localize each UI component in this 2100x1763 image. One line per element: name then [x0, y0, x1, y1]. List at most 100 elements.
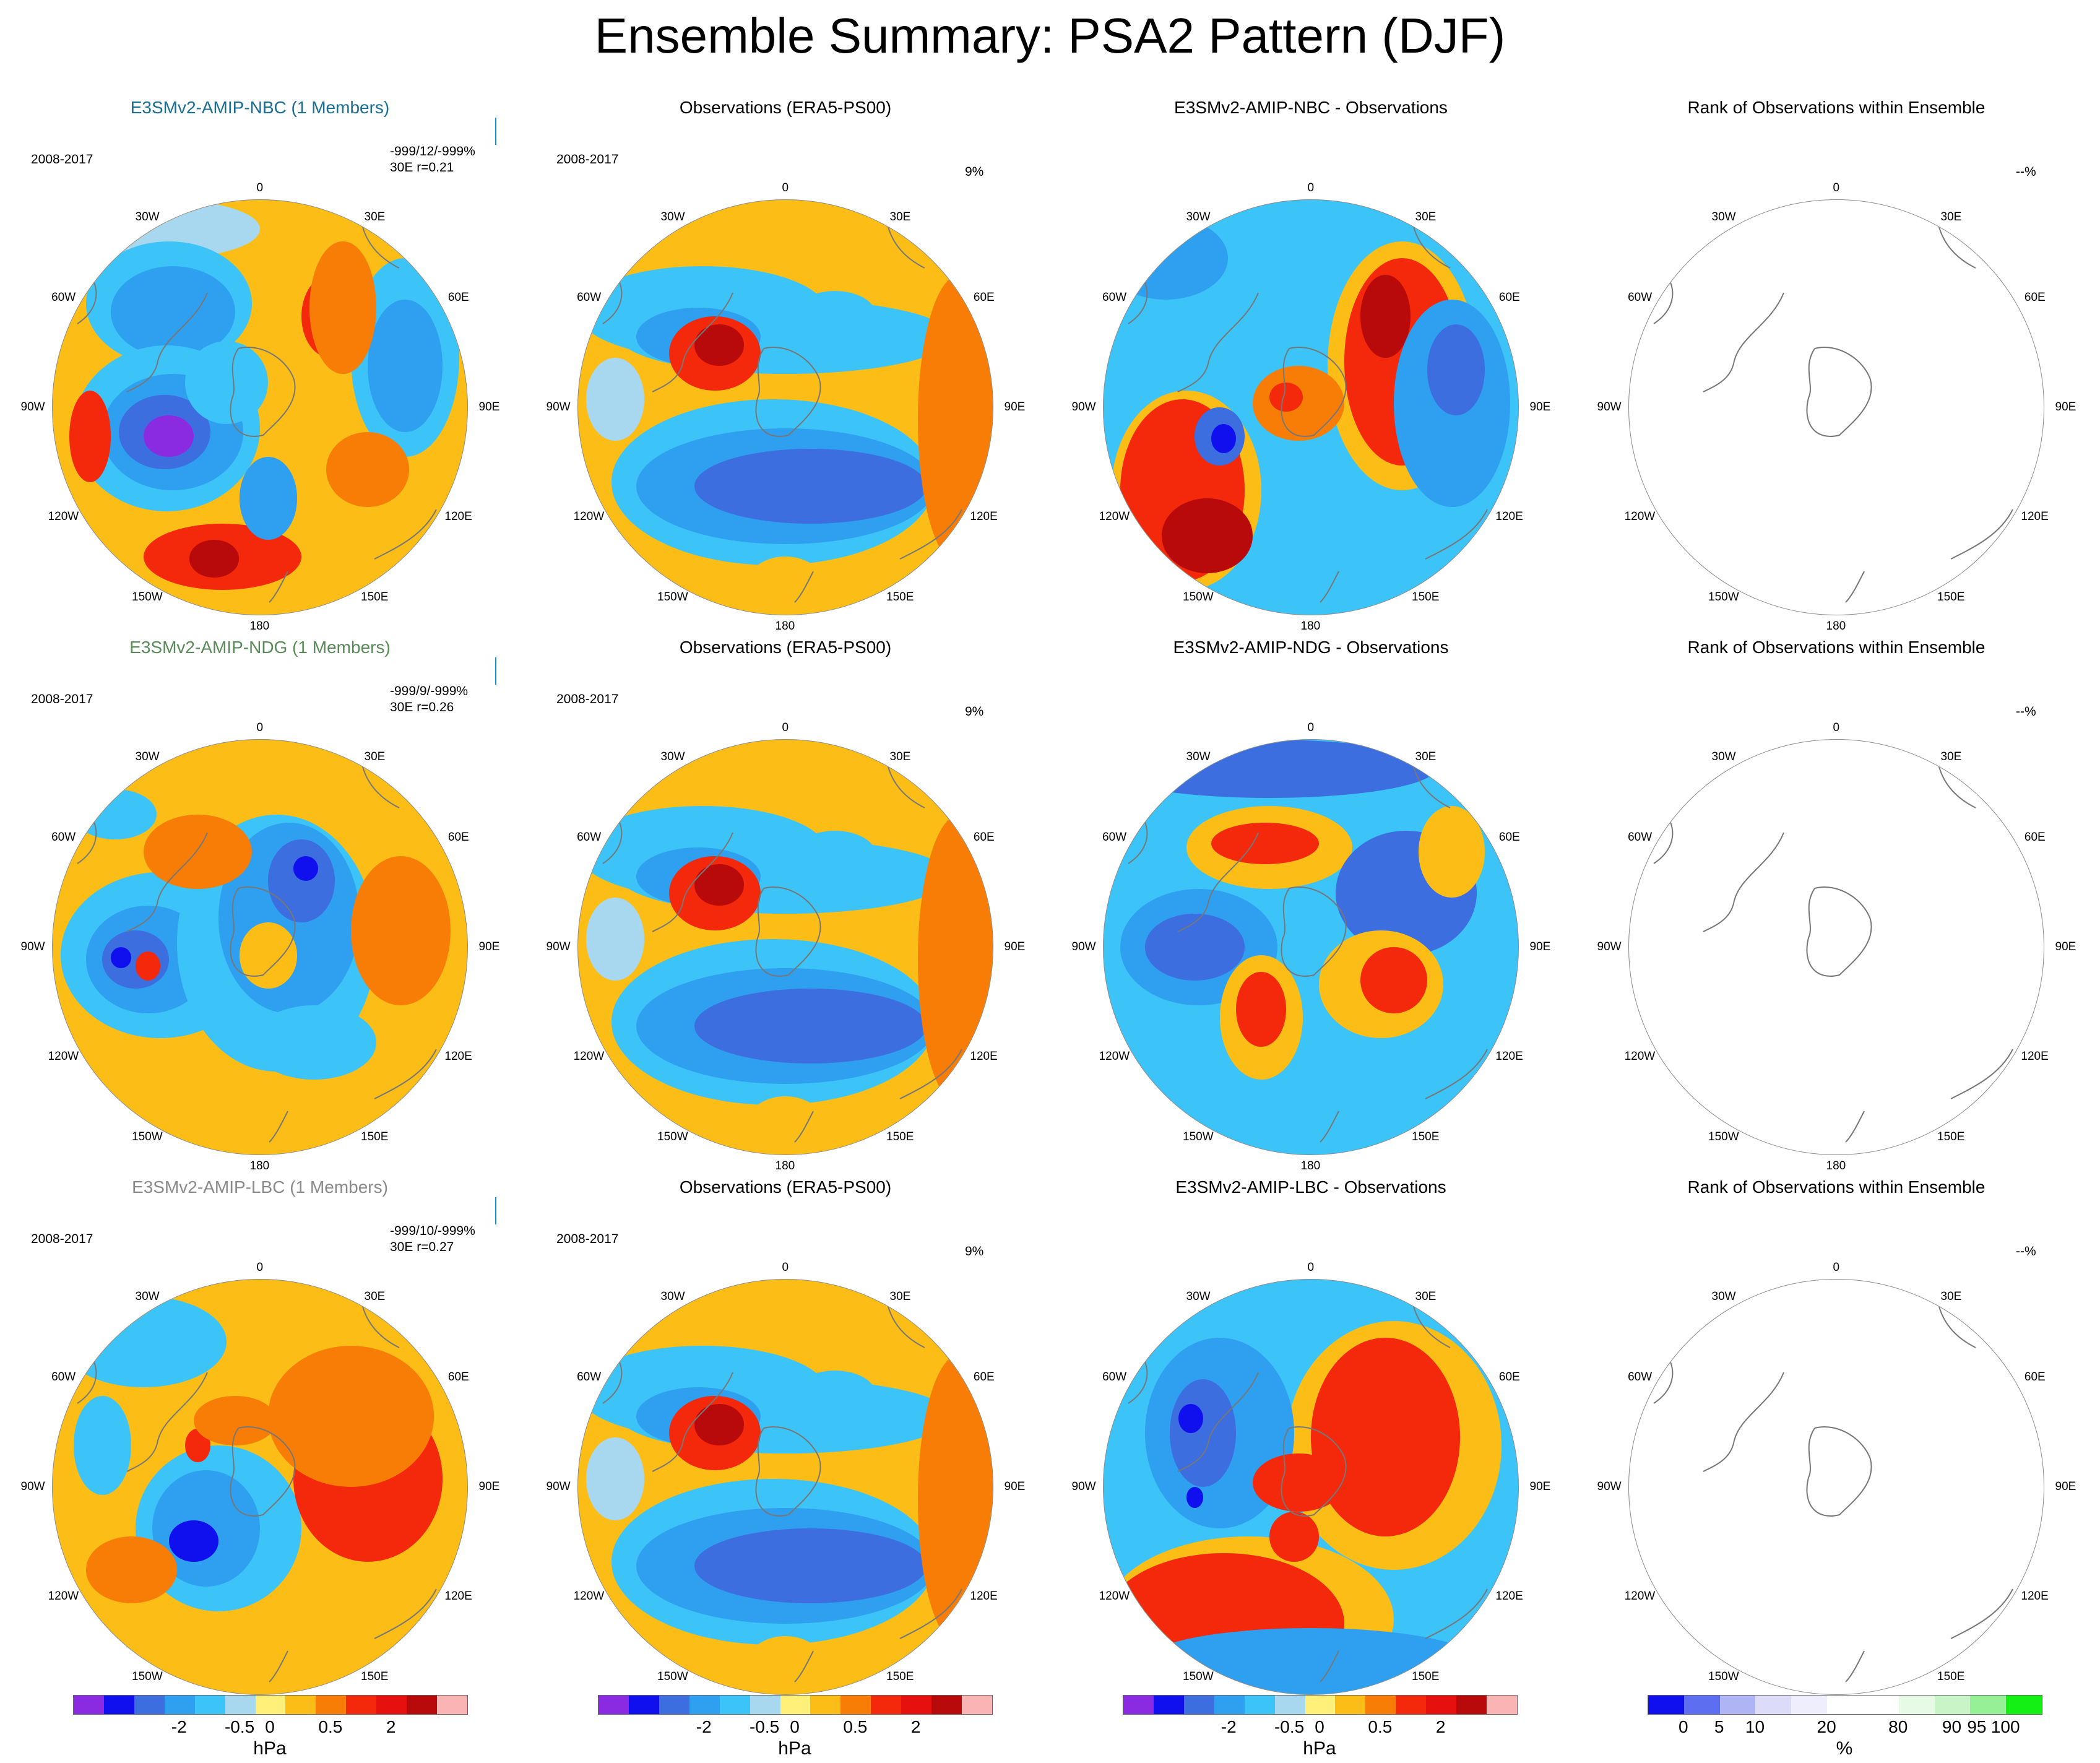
colorbar-swatch	[1153, 1696, 1184, 1714]
correlation-value: 30E r=0.21	[390, 160, 454, 175]
colorbar-swatch	[74, 1696, 104, 1714]
lon-label-60w: 60W	[51, 831, 76, 844]
lon-label-120w: 120W	[573, 1590, 605, 1603]
contour-region	[69, 391, 111, 482]
colorbar-tick-label: 100	[1990, 1717, 2020, 1736]
lon-label-90w: 90W	[1071, 1480, 1096, 1493]
colorbar-swatch	[1719, 1696, 1756, 1714]
lon-label-150e: 150E	[361, 1670, 389, 1683]
lon-label-0: 0	[782, 721, 789, 734]
colorbar-tick-label: 2	[1435, 1717, 1446, 1736]
percent-label: --%	[2016, 165, 2036, 179]
contour-region	[1427, 324, 1485, 416]
lon-label-120e: 120E	[444, 1590, 472, 1603]
coastline-lines	[602, 224, 962, 603]
colorbar-rank	[1648, 1695, 2042, 1715]
lon-label-30e: 30E	[1940, 1290, 1962, 1304]
lon-label-60w: 60W	[51, 1371, 76, 1384]
stats-value: -999/10/-999%	[390, 1224, 475, 1238]
lon-label-0: 0	[256, 1261, 264, 1274]
difference-map	[1103, 199, 1519, 615]
lon-label-120e: 120E	[2021, 510, 2049, 523]
colorbar-swatch	[2006, 1696, 2042, 1714]
colorbar-tick-label: 0	[1315, 1717, 1324, 1736]
lon-label-150w: 150W	[132, 1130, 163, 1143]
lon-label-150e: 150E	[886, 590, 914, 604]
rank-panel-title: Rank of Observations within Ensemble	[1687, 1177, 1985, 1197]
lon-label-180: 180	[775, 620, 795, 633]
colorbar-tick-label: 90	[1942, 1717, 1962, 1736]
period-label: 2008-2017	[31, 692, 93, 706]
lon-label-120w: 120W	[48, 1050, 79, 1063]
contour-region	[1186, 1487, 1203, 1508]
colorbar-swatch	[1365, 1696, 1396, 1714]
lon-label-30w: 30W	[1711, 1290, 1736, 1304]
observations-panel: Observations (ERA5-PS00) 2008-2017 9% 0 30E 6…	[544, 1172, 1027, 1712]
contour-region	[918, 814, 993, 1105]
lon-label-60e: 60E	[1498, 831, 1520, 844]
lon-label-90w: 90W	[1597, 401, 1622, 414]
lon-label-30e: 30E	[1415, 750, 1437, 764]
contour-region	[1211, 423, 1237, 453]
coastline-lines	[1653, 224, 2013, 603]
lon-label-90w: 90W	[1597, 1480, 1622, 1493]
contour-region	[694, 864, 744, 906]
contour-region	[1104, 216, 1228, 300]
lon-label-90e: 90E	[1004, 401, 1026, 414]
colorbar-swatch	[1791, 1696, 1828, 1714]
contour-region	[251, 1005, 376, 1080]
lon-label-120w: 120W	[48, 1590, 79, 1603]
colorbar-tick-label: -0.5	[749, 1717, 780, 1736]
coastline-lines	[1128, 1304, 1488, 1683]
lon-label-150e: 150E	[886, 1130, 914, 1143]
lon-label-30w: 30W	[135, 750, 160, 764]
stats-label: -999/9/-999% 30E r=0.26	[390, 683, 468, 716]
lon-label-90w: 90W	[546, 401, 571, 414]
model-map	[52, 199, 468, 615]
lon-label-60e: 60E	[2024, 831, 2046, 844]
lon-label-0: 0	[1833, 1261, 1840, 1274]
colorbar-tick-label: 5	[1714, 1717, 1724, 1736]
lon-label-120w: 120W	[1624, 510, 1656, 523]
contour-region	[1170, 1379, 1237, 1487]
lon-label-120w: 120W	[573, 1050, 605, 1063]
lon-label-120e: 120E	[2021, 1050, 2049, 1063]
lon-label-180: 180	[1826, 1159, 1846, 1172]
colorbar-swatch	[1305, 1696, 1336, 1714]
colorbar-swatch	[628, 1696, 659, 1714]
lon-label-90e: 90E	[478, 1480, 500, 1493]
model-panel: E3SMv2-AMIP-NDG (1 Members) 2008-2017 -999…	[19, 633, 501, 1172]
colorbar-swatch	[1214, 1696, 1245, 1714]
lon-label-0: 0	[256, 181, 264, 194]
figure-title: Ensemble Summary: PSA2 Pattern (DJF)	[594, 8, 1506, 63]
colorbar-hpa-3	[1123, 1695, 1518, 1715]
percent-label: 9%	[965, 165, 984, 179]
contour-region	[744, 557, 827, 615]
lon-label-150w: 150W	[1183, 1670, 1214, 1683]
lon-label-60e: 60E	[447, 831, 469, 844]
percent-label: 9%	[965, 704, 984, 719]
contour-region	[1269, 382, 1303, 412]
coastline-lines	[77, 764, 437, 1143]
lon-label-30e: 30E	[364, 210, 386, 224]
colorbar-swatch	[316, 1696, 347, 1714]
contour-region	[110, 947, 132, 968]
contour-region	[586, 897, 645, 981]
colorbar-swatch	[103, 1696, 134, 1714]
lon-label-180: 180	[249, 620, 270, 633]
coastline-lines	[77, 224, 437, 603]
colorbar-swatch	[376, 1696, 407, 1714]
observations-panel: Observations (ERA5-PS00) 2008-2017 9% 0 30E 6…	[544, 93, 1027, 633]
model-panel: E3SMv2-AMIP-NBC (1 Members) 2008-2017 -999…	[19, 93, 501, 633]
colorbar-swatch	[164, 1696, 195, 1714]
colorbar-tick-label: 0	[265, 1717, 275, 1736]
lon-label-90w: 90W	[1071, 940, 1096, 953]
colorbar-swatch	[255, 1696, 286, 1714]
lon-label-150e: 150E	[1412, 1130, 1440, 1143]
contour-region	[73, 789, 157, 839]
colorbar-tick-label: 20	[1817, 1717, 1836, 1736]
lon-label-90w: 90W	[546, 1480, 571, 1493]
lon-label-120w: 120W	[1099, 1590, 1130, 1603]
contour-region	[351, 856, 451, 1005]
colorbar-tick-label: -2	[171, 1717, 187, 1736]
